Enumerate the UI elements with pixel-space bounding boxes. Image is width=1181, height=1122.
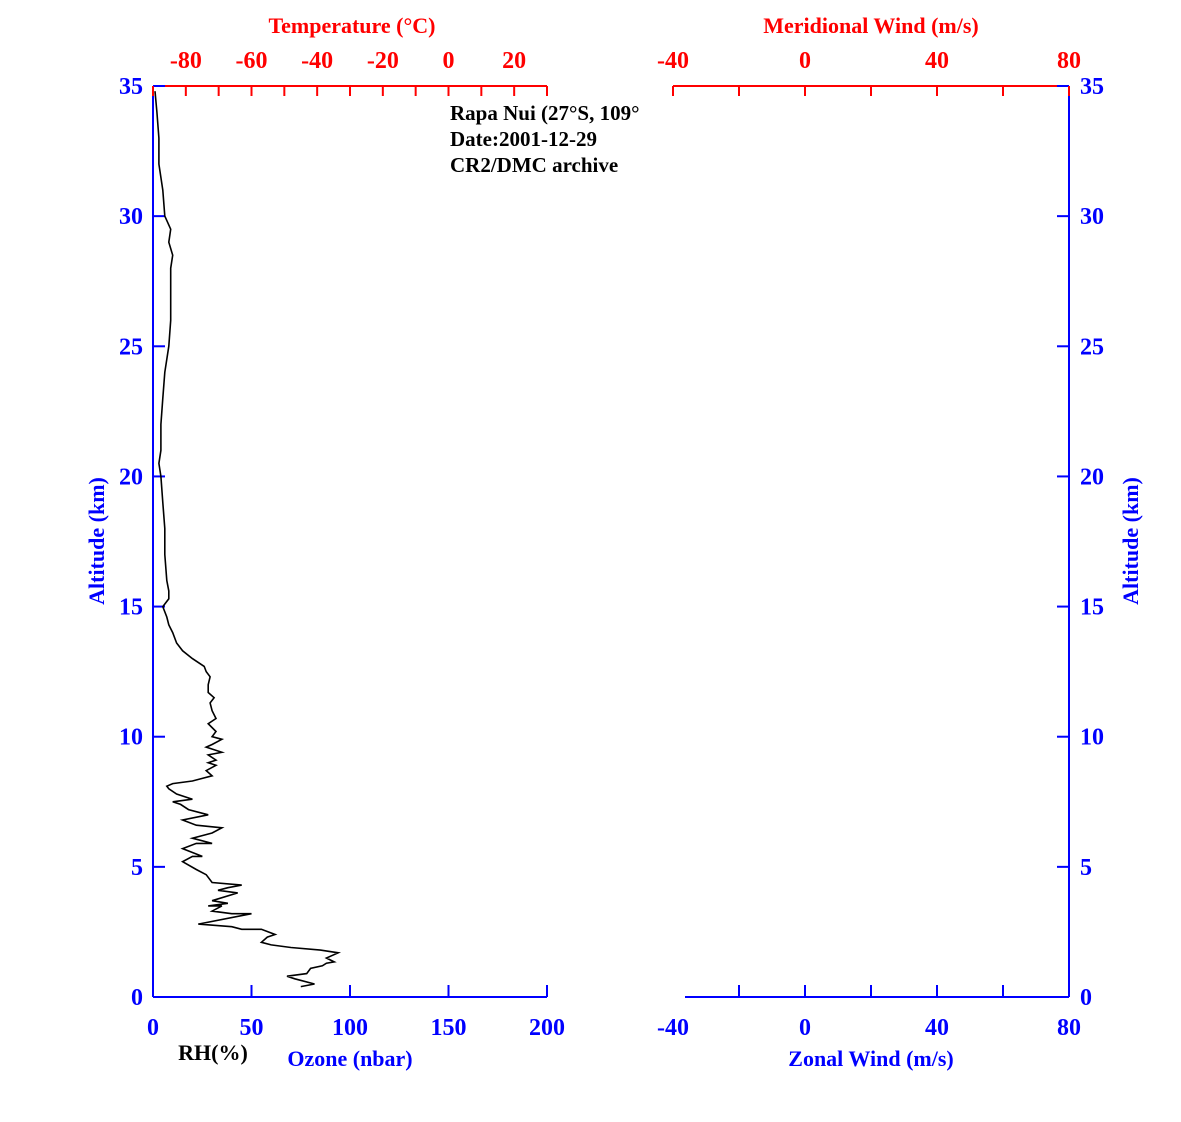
left-altitude-title: Altitude (km): [84, 477, 109, 605]
left-y-tick-label: 35: [119, 74, 143, 100]
left-x-tick-label: 100: [332, 1015, 368, 1041]
annotation-date: Date:2001-12-29: [450, 127, 597, 151]
meridional-wind-axis-title: Meridional Wind (m/s): [763, 13, 979, 38]
left-y-tick-label: 0: [131, 985, 143, 1011]
left-x-ticks: 0 50 100 150 200: [147, 985, 565, 1041]
right-altitude-title: Altitude (km): [1118, 477, 1143, 605]
left-top-tick-label: -40: [301, 48, 333, 74]
right-x-tick-label: 0: [799, 1015, 811, 1041]
right-y-tick-label: 25: [1080, 334, 1104, 360]
right-panel: 0 5 10 15 20 25 30 35 -40 0 40 80 -40 0 40 80 Altitud…: [657, 13, 1143, 1071]
left-top-tick-label: -80: [170, 48, 202, 74]
right-y-tick-label: 20: [1080, 464, 1104, 490]
right-x-tick-label: -40: [657, 1015, 689, 1041]
left-x-tick-label: 200: [529, 1015, 565, 1041]
left-top-ticks: -80 -60 -40 -20 0 20: [152, 48, 548, 96]
right-y-tick-label: 0: [1080, 985, 1092, 1011]
left-y-ticks: 0 5 10 15 20 25 30 35: [119, 74, 165, 1011]
right-y-tick-label: 15: [1080, 595, 1104, 621]
right-top-tick-label: 0: [799, 48, 811, 74]
right-top-ticks: -40 0 40 80: [657, 48, 1081, 96]
left-top-tick-label: -60: [236, 48, 268, 74]
right-y-ticks: 0 5 10 15 20 25 30 35: [1057, 74, 1104, 1011]
right-x-tick-label: 80: [1057, 1015, 1081, 1041]
left-top-tick-label: 20: [502, 48, 526, 74]
left-y-tick-label: 5: [131, 855, 143, 881]
left-y-tick-label: 15: [119, 595, 143, 621]
rh-axis-title: RH(%): [178, 1040, 248, 1065]
left-x-tick-label: 0: [147, 1015, 159, 1041]
ozone-axis-title: Ozone (nbar): [287, 1046, 412, 1071]
annotation-station: Rapa Nui (27°S, 109°: [450, 101, 640, 125]
right-top-tick-label: 80: [1057, 48, 1081, 74]
left-x-tick-label: 150: [431, 1015, 467, 1041]
temperature-axis-title: Temperature (°C): [268, 13, 435, 38]
left-y-tick-label: 25: [119, 334, 143, 360]
left-x-tick-label: 50: [240, 1015, 264, 1041]
annotation-archive: CR2/DMC archive: [450, 153, 618, 177]
left-y-tick-label: 20: [119, 464, 143, 490]
ozone-profile-line: [154, 91, 342, 988]
right-top-tick-label: -40: [657, 48, 689, 74]
left-y-tick-label: 10: [119, 725, 143, 751]
right-y-tick-label: 35: [1080, 74, 1104, 100]
left-top-tick-label: 0: [443, 48, 455, 74]
right-x-ticks: -40 0 40 80: [657, 985, 1081, 1041]
right-y-tick-label: 30: [1080, 204, 1104, 230]
right-y-tick-label: 10: [1080, 725, 1104, 751]
right-top-tick-label: 40: [925, 48, 949, 74]
right-x-tick-label: 40: [925, 1015, 949, 1041]
zonal-wind-axis-title: Zonal Wind (m/s): [788, 1046, 953, 1071]
left-top-tick-label: -20: [367, 48, 399, 74]
left-y-tick-label: 30: [119, 204, 143, 230]
right-y-tick-label: 5: [1080, 855, 1092, 881]
